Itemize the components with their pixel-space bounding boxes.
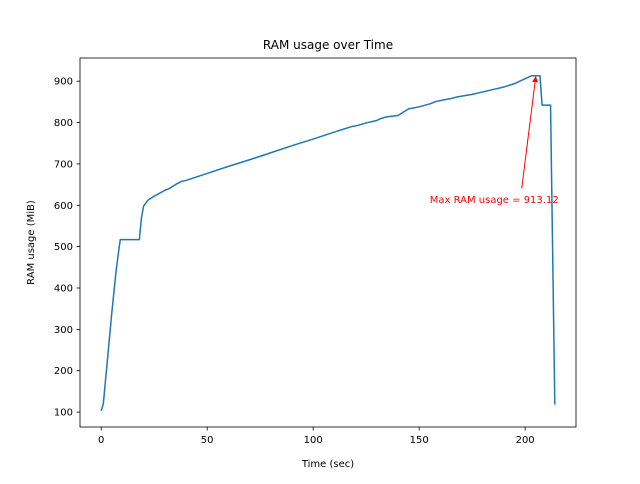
y-tick-label: 100	[54, 408, 73, 419]
chart-title: RAM usage over Time	[263, 38, 393, 52]
x-axis-label: Time (sec)	[301, 459, 354, 470]
x-tick-label: 150	[410, 435, 429, 446]
axes-frame	[79, 57, 577, 428]
x-tick-label: 0	[98, 435, 104, 446]
axis-ticks: 0 50 100 150 200 100 200 300 400 500 600 700 800 900	[54, 77, 535, 446]
plot-area	[100, 74, 556, 412]
y-tick-label: 500	[54, 242, 73, 253]
x-tick-label: 200	[516, 435, 535, 446]
y-axis-label: RAM usage (MiB)	[26, 200, 37, 285]
y-tick-label: 300	[54, 325, 73, 336]
x-tick-label: 50	[201, 435, 214, 446]
annotation-arrow	[521, 76, 539, 189]
x-tick-label: 100	[304, 435, 323, 446]
y-tick-label: 200	[54, 366, 73, 377]
max-ram-annotation: Max RAM usage = 913.12	[430, 195, 559, 206]
y-tick-label: 600	[54, 201, 73, 212]
annotation-layer: Max RAM usage = 913.12	[430, 76, 559, 206]
series-line-0	[100, 74, 556, 412]
y-tick-label: 800	[54, 118, 73, 129]
y-tick-label: 400	[54, 284, 73, 295]
y-tick-label: 700	[54, 159, 73, 170]
y-tick-label: 900	[54, 77, 73, 88]
